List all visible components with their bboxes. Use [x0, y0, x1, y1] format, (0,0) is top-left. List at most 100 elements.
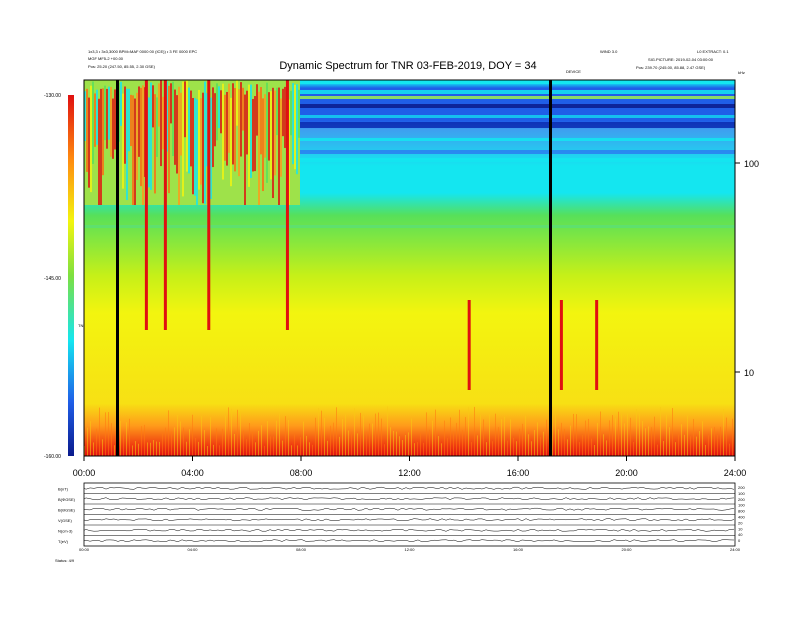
streak — [178, 86, 180, 205]
grain-line — [486, 442, 487, 456]
streak — [204, 81, 206, 205]
streak — [250, 84, 252, 178]
grain-line — [639, 413, 640, 456]
grain-line — [102, 439, 103, 456]
marker-label: DEVICE — [566, 69, 581, 74]
streak — [186, 80, 188, 172]
grain-line — [603, 434, 604, 456]
header-left-line1: 1x3,3 • 3x3,3000 BPM=MAF 0000 00 (ICE)) … — [88, 49, 197, 54]
grain-line — [690, 436, 691, 456]
streak — [242, 87, 244, 131]
x-tick-label: 24:00 — [724, 468, 747, 478]
streak — [84, 91, 86, 142]
streak — [270, 91, 272, 180]
grain-line — [504, 416, 505, 456]
grain-line — [222, 428, 223, 456]
grain-line — [216, 428, 217, 456]
streak — [136, 92, 138, 180]
grain-line — [531, 441, 532, 456]
grain-line — [360, 412, 361, 456]
grain-line — [336, 407, 337, 456]
streak — [202, 92, 204, 204]
grain-line — [141, 426, 142, 456]
streak — [162, 96, 164, 150]
streak — [114, 89, 116, 150]
grain-line — [171, 431, 172, 456]
streak — [120, 81, 122, 126]
grain-line — [600, 411, 601, 456]
grain-line — [612, 415, 613, 456]
burst — [163, 80, 167, 330]
panel-row-label: T(eV) — [58, 539, 69, 544]
grain-line — [345, 414, 346, 456]
grain-line — [270, 436, 271, 456]
streak — [256, 84, 258, 136]
grain-line — [609, 420, 610, 456]
grain-line — [669, 427, 670, 456]
streak — [226, 91, 228, 166]
panel-x-tick-label: 00:00 — [79, 547, 90, 552]
streak — [94, 93, 96, 147]
grain-line — [333, 422, 334, 456]
grain-line — [258, 430, 259, 456]
band-line — [300, 104, 735, 108]
grain-line — [297, 445, 298, 456]
streak — [262, 98, 264, 192]
streak — [240, 82, 242, 157]
panel-row-label: V(GSE) — [58, 518, 72, 523]
streak — [128, 88, 130, 152]
grain-line — [351, 433, 352, 456]
grain-line — [246, 439, 247, 456]
panel-right-label: 0 — [738, 538, 741, 543]
grain-line — [135, 441, 136, 456]
panel-right-label: 200 — [738, 485, 745, 490]
streak — [192, 97, 194, 195]
x-tick-label: 12:00 — [398, 468, 421, 478]
grain-line — [282, 440, 283, 456]
grain-line — [192, 414, 193, 456]
grain-line — [627, 412, 628, 456]
streak — [214, 93, 216, 147]
horizontal-band-lines — [300, 90, 735, 162]
band-line — [300, 158, 735, 162]
grain-line — [657, 444, 658, 456]
grain-line — [210, 417, 211, 456]
grain-line — [189, 429, 190, 456]
grain-line — [261, 425, 262, 456]
grain-line — [447, 438, 448, 456]
grain-line — [429, 429, 430, 456]
grain-line — [114, 445, 115, 456]
streak — [248, 84, 250, 187]
header-right-top1: WIND 3.0 — [600, 49, 618, 54]
grain-line — [123, 434, 124, 456]
grain-line — [534, 430, 535, 456]
streak — [218, 86, 220, 129]
grain-line — [132, 445, 133, 456]
streak — [174, 89, 176, 165]
streak — [252, 98, 254, 172]
grain-line — [501, 418, 502, 456]
grain-line — [168, 410, 169, 456]
grain-line — [420, 432, 421, 456]
streak — [92, 81, 94, 164]
grain-line — [693, 418, 694, 456]
grain-line — [129, 418, 130, 456]
grain-line — [708, 435, 709, 456]
grain-line — [456, 422, 457, 456]
streak — [142, 85, 144, 205]
panel-row-label: N(cm-3) — [58, 528, 73, 533]
streak — [168, 85, 170, 194]
grain-line — [615, 418, 616, 456]
band-line — [300, 90, 735, 94]
streak — [126, 88, 128, 201]
grain-line — [423, 442, 424, 456]
grain-line — [387, 406, 388, 456]
grain-line — [624, 423, 625, 456]
grain-line — [324, 417, 325, 456]
grain-line — [207, 445, 208, 456]
grain-line — [390, 427, 391, 456]
grain-line — [432, 420, 433, 456]
streak — [90, 85, 92, 193]
grain-line — [249, 423, 250, 456]
streak — [108, 86, 110, 140]
